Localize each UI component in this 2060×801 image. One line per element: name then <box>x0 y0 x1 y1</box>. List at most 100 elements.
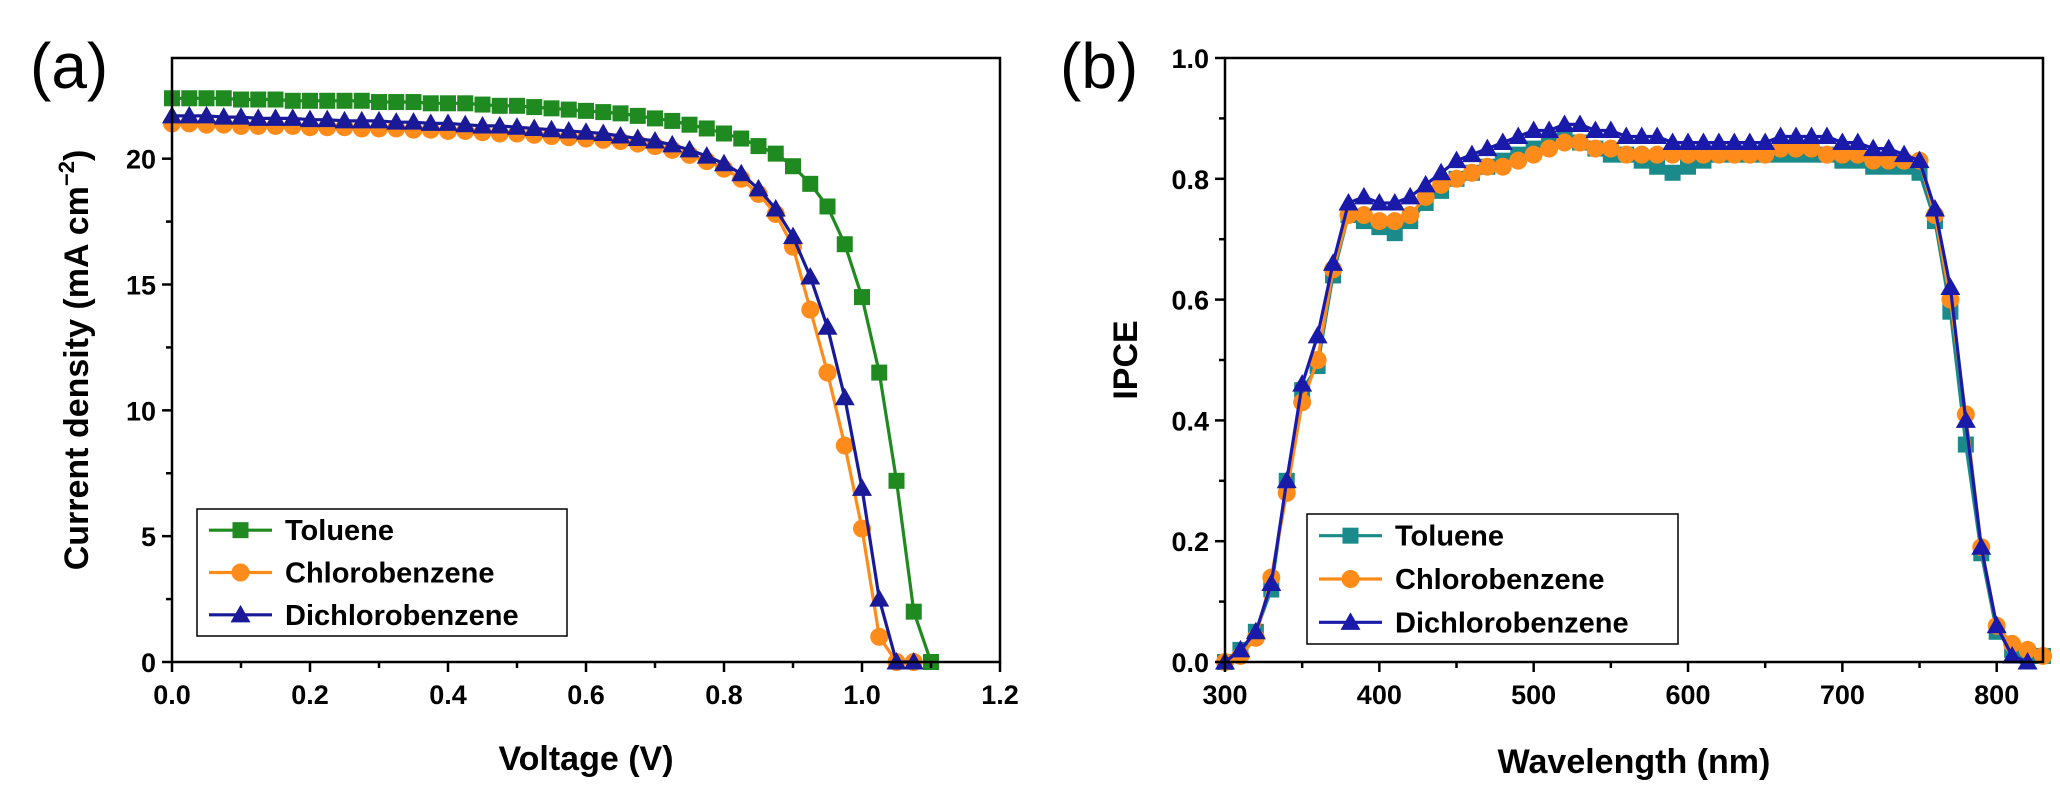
chart-b-point-chlorobenzene <box>1540 139 1559 158</box>
chart-a-point-dichlorobenzene <box>386 112 407 130</box>
chart-b-point-dichlorobenzene <box>2002 645 2023 664</box>
chart-a-point-dichlorobenzene <box>852 478 872 496</box>
chart-b-point-dichlorobenzene <box>1894 144 1915 163</box>
chart-b-point-dichlorobenzene <box>1338 192 1359 211</box>
chart-a-point-dichlorobenzene <box>282 108 303 126</box>
chart-a-point-dichlorobenzene <box>645 131 665 149</box>
chart-a-y-tick-label: 15 <box>126 271 156 301</box>
chart-b-point-chlorobenzene <box>1756 145 1775 164</box>
chart-b-point-chlorobenzene <box>1632 145 1651 164</box>
chart-b-point-chlorobenzene <box>1848 145 1867 164</box>
chart-b-point-dichlorobenzene <box>1585 120 1606 138</box>
chart-a-point-dichlorobenzene <box>455 114 476 133</box>
chart-b-point-dichlorobenzene <box>1431 162 1452 181</box>
chart-b-point-chlorobenzene <box>2018 640 2037 659</box>
chart-a-series-group <box>162 90 939 671</box>
chart-a-point-dichlorobenzene <box>438 113 458 131</box>
chart-a-point-dichlorobenzene <box>351 110 372 129</box>
chart-b-point-dichlorobenzene <box>1816 126 1837 145</box>
chart-a-point-toluene <box>543 100 560 117</box>
chart-a-point-toluene <box>353 92 370 109</box>
chart-b-point-dichlorobenzene <box>1400 186 1421 205</box>
chart-b-y-tick-label: 0.8 <box>1171 165 1209 195</box>
chart-b-point-dichlorobenzene <box>1662 132 1683 151</box>
chart-b-point-chlorobenzene <box>1524 145 1543 164</box>
chart-a-x-axis-title: Voltage (V) <box>498 740 673 778</box>
chart-a-point-toluene <box>233 91 249 108</box>
chart-b-point-chlorobenzene <box>1277 483 1296 502</box>
chart-a-legend-label-chlorobenzene: Chlorobenzene <box>285 558 494 590</box>
chart-b-point-chlorobenzene <box>1555 133 1574 152</box>
chart-b-point-dichlorobenzene <box>1786 126 1807 145</box>
chart-b-point-chlorobenzene <box>1401 206 1420 225</box>
chart-b-point-dichlorobenzene <box>1955 410 1976 428</box>
chart-b-point-chlorobenzene <box>1725 145 1744 164</box>
chart-a-point-dichlorobenzene <box>869 589 890 607</box>
chart-b-point-dichlorobenzene <box>1724 132 1745 151</box>
chart-a-point-chlorobenzene <box>818 363 837 382</box>
chart-b-point-dichlorobenzene <box>1523 120 1544 138</box>
chart-a-point-toluene <box>871 364 888 381</box>
chart-b-point-chlorobenzene <box>1478 157 1497 176</box>
chart-a-point-toluene <box>405 94 422 111</box>
chart-b-point-dichlorobenzene <box>1461 144 1482 163</box>
chart-a-point-dichlorobenzene <box>472 115 493 134</box>
chart-a-point-toluene <box>698 120 715 137</box>
chart-b-point-chlorobenzene <box>1663 145 1682 164</box>
chart-a-point-dichlorobenzene <box>196 105 217 124</box>
chart-a-point-toluene <box>526 99 543 116</box>
chart-a-x-tick-label: 0.2 <box>291 680 329 710</box>
chart-b-point-dichlorobenzene <box>1292 374 1313 392</box>
chart-b-legend-label-dichlorobenzene: Dichlorobenzene <box>1395 607 1629 639</box>
chart-b-point-dichlorobenzene <box>1492 132 1513 151</box>
chart-b-point-chlorobenzene <box>1864 151 1883 170</box>
chart-b-point-chlorobenzene <box>1493 157 1512 176</box>
chart-a-point-toluene <box>336 92 353 109</box>
chart-a-point-dichlorobenzene <box>231 107 251 125</box>
chart-b-point-chlorobenzene <box>1308 351 1327 369</box>
chart-a-point-dichlorobenzene <box>765 199 786 217</box>
chart-a-point-dichlorobenzene <box>800 266 821 285</box>
chart-a-legend-label-toluene: Toluene <box>285 515 394 547</box>
chart-b-point-chlorobenzene <box>1694 145 1713 164</box>
chart-a-point-dichlorobenzene <box>817 317 838 335</box>
chart-a-point-dichlorobenzene <box>783 226 803 245</box>
chart-b-point-chlorobenzene <box>1833 145 1852 164</box>
chart-a-point-dichlorobenzene <box>369 110 389 129</box>
chart-a-point-dichlorobenzene <box>679 139 700 158</box>
chart-a-x-tick-label: 0.4 <box>429 680 467 710</box>
chart-b-legend-marker-toluene <box>1342 527 1359 544</box>
chart-b-point-dichlorobenzene <box>1353 186 1374 205</box>
chart-a-point-dichlorobenzene <box>714 153 734 172</box>
chart-a-point-toluene <box>371 94 387 111</box>
chart-b-x-axis-title: Wavelength (nm) <box>1498 743 1771 781</box>
chart-b-point-dichlorobenzene <box>1986 615 2007 634</box>
chart-a-y-axis-title-sup: −2 <box>54 161 79 186</box>
chart-b-point-dichlorobenzene <box>1554 114 1575 132</box>
chart-b-x-tick-label: 400 <box>1357 680 1402 710</box>
chart-b-y-tick-label: 1.0 <box>1171 44 1209 74</box>
chart-b-point-dichlorobenzene <box>1631 126 1652 145</box>
chart-b-y-tick-label: 0.6 <box>1171 286 1209 316</box>
chart-a-point-toluene <box>716 125 732 142</box>
chart-a-point-toluene <box>888 472 905 489</box>
chart-a-point-dichlorobenzene <box>489 115 510 134</box>
chart-b-point-dichlorobenzene <box>1863 138 1884 157</box>
chart-a-y-tick-label: 0 <box>141 648 156 678</box>
chart-a-y-axis-title-main: Current density (mA cm <box>58 186 96 570</box>
chart-b-point-dichlorobenzene <box>1384 192 1405 211</box>
chart-a-legend-marker-toluene <box>232 522 249 539</box>
chart-a-point-dichlorobenzene <box>420 113 441 131</box>
chart-b-point-chlorobenzene <box>1354 206 1373 225</box>
chart-a-legend-marker-chlorobenzene <box>231 563 250 582</box>
chart-b-point-chlorobenzene <box>1370 212 1389 231</box>
chart-b-point-dichlorobenzene <box>1616 126 1637 145</box>
chart-a-point-chlorobenzene <box>870 627 889 646</box>
chart-a-point-toluene <box>440 95 456 112</box>
chart-a-point-toluene <box>215 90 232 107</box>
chart-b-legend: Toluene Chlorobenzene Dichlorobenzene <box>1306 513 1679 645</box>
chart-a-point-toluene <box>319 92 336 109</box>
chart-b-point-dichlorobenzene <box>1708 132 1729 151</box>
chart-a-x-tick-label: 0.8 <box>705 680 743 710</box>
